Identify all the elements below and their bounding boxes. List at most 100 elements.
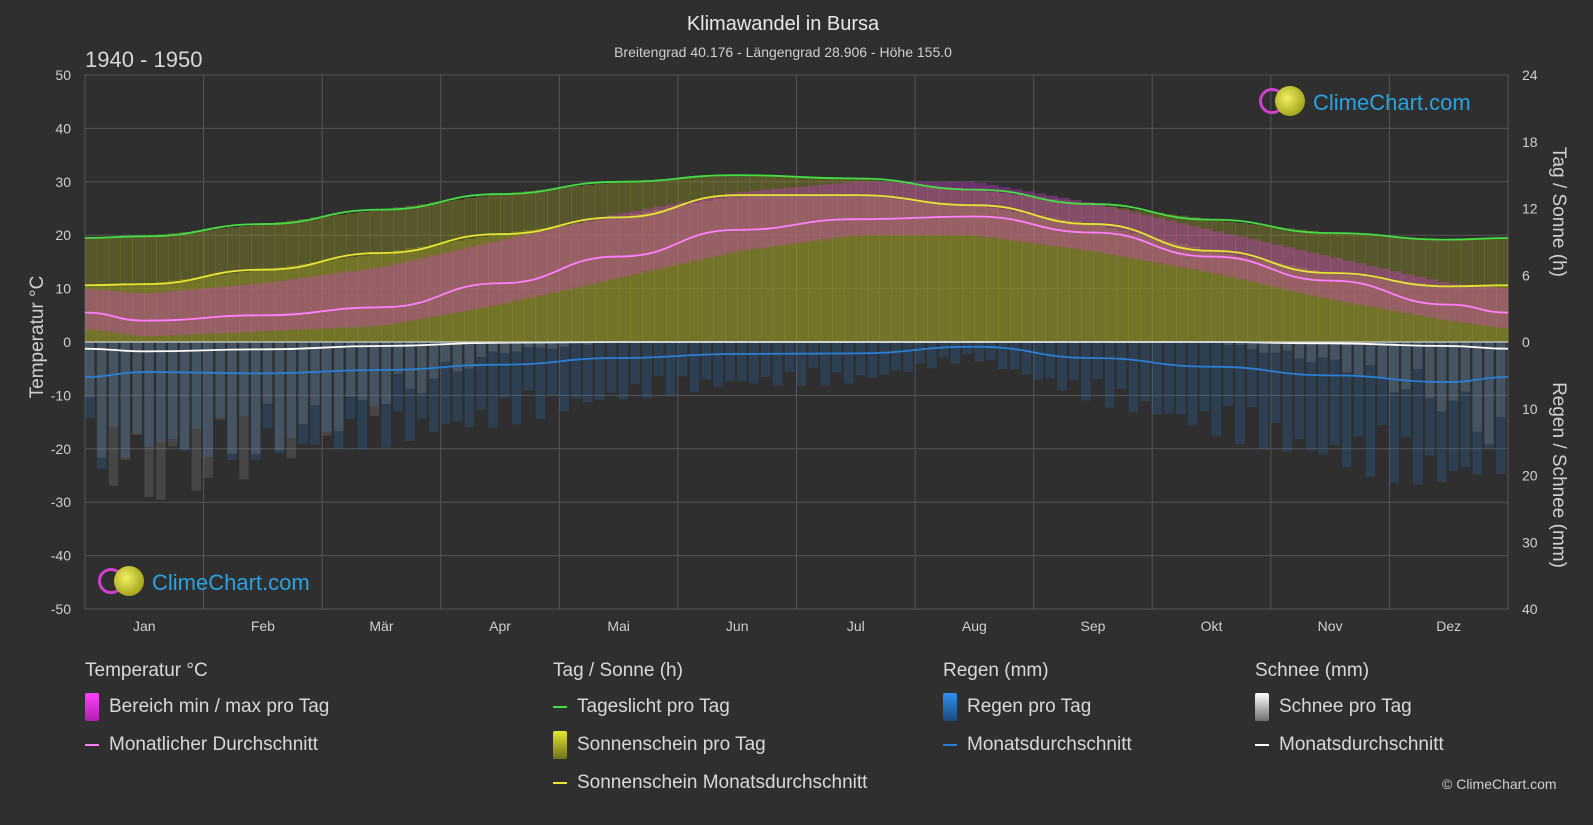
rain-bar: [440, 342, 451, 425]
rain-bar: [1187, 342, 1198, 426]
rain-label: Regen pro Tag: [967, 696, 1092, 717]
temp-range-bar: [820, 184, 833, 240]
rain-bar: [1081, 342, 1091, 401]
sunshine-bar: [1033, 215, 1047, 342]
temp-range-bar: [298, 277, 311, 330]
sunshine-bar: [879, 197, 892, 342]
rain-bar: [168, 342, 178, 439]
temp-range-bar: [488, 241, 501, 306]
temp-avg-swatch: [85, 744, 99, 746]
sunshine-bar: [535, 228, 548, 342]
sunshine-bar: [855, 195, 869, 342]
rain-bar: [559, 342, 569, 412]
rain-bar: [179, 342, 190, 452]
month-label: Mär: [369, 618, 393, 634]
sunshine-avg-label: Sonnenschein Monatsdurchschnitt: [577, 772, 868, 793]
temp-range-bar: [1116, 209, 1130, 257]
sunshine-bar: [1235, 256, 1248, 342]
temp-range-bar: [274, 280, 288, 331]
temp-range-bar: [677, 202, 691, 264]
temp-range-bar: [832, 183, 845, 238]
sunshine-avg-line: [84, 194, 1509, 288]
snow-bar: [583, 342, 593, 345]
temp-range-bar: [760, 189, 774, 248]
sunshine-bar: [120, 284, 133, 342]
sunshine-bar: [618, 216, 631, 342]
rain-bar: [938, 342, 949, 358]
sunshine-bar: [749, 195, 762, 342]
snow-bar: [144, 342, 154, 497]
temp-range-bar: [1389, 271, 1402, 312]
rain-bar: [334, 342, 344, 449]
sunshine-bar: [1247, 258, 1260, 342]
temp-range-bar: [630, 210, 643, 274]
rain-bar: [784, 342, 795, 373]
rain-bar: [381, 342, 391, 448]
snow-bar: [428, 342, 439, 379]
rain-avg-line: [84, 345, 1509, 383]
snow-bar: [156, 342, 166, 500]
temp-range-bar: [1009, 189, 1023, 241]
left-tick-label: 0: [63, 334, 71, 350]
rain-bar: [1330, 342, 1340, 446]
sunshine-bar: [168, 280, 181, 342]
temp-range-label: Bereich min / max pro Tag: [109, 696, 330, 717]
rain-bar: [701, 342, 712, 380]
sunshine-bar: [820, 195, 833, 342]
rain-bar: [511, 342, 522, 425]
temp-range-bar: [322, 274, 335, 329]
temp-range-bar: [369, 268, 382, 327]
temp-range-bar: [1021, 191, 1035, 243]
temp-range-bar: [191, 289, 205, 335]
snow-bar: [1472, 342, 1482, 432]
temp-range-bar: [239, 284, 252, 333]
snow-bar: [464, 342, 474, 369]
sunshine-bar: [725, 196, 738, 342]
temp-range-bar: [654, 206, 667, 269]
sunshine-bar: [1199, 249, 1213, 342]
snow-bar: [274, 342, 285, 451]
temp-range-bar: [583, 220, 596, 285]
temp-range-bar: [286, 279, 299, 330]
right-sun-tick-label: 6: [1522, 267, 1530, 283]
rain-bar: [239, 342, 249, 416]
temp-range-bar: [737, 191, 750, 251]
sunshine-avg-swatch: [553, 782, 567, 784]
legend-sun-title: Tag / Sonne (h): [553, 660, 683, 681]
temp-range-bar: [452, 249, 465, 313]
rain-bar: [1140, 342, 1150, 402]
snow-avg-swatch: [1255, 744, 1269, 746]
right-bottom-axis-label: Regen / Schnee (mm): [1548, 382, 1569, 568]
rain-bar: [108, 342, 119, 427]
temp-range-bar: [144, 293, 157, 337]
sunshine-bar: [784, 195, 797, 342]
snow-bar: [559, 342, 569, 347]
rain-bar: [357, 342, 368, 450]
snow-bar: [1436, 342, 1447, 412]
snow-bar: [85, 342, 95, 398]
brand-logo-top[interactable]: ClimeChart.com: [1257, 86, 1471, 120]
temp-range-bar: [393, 263, 406, 323]
rain-bar: [1460, 342, 1471, 468]
rain-bar: [986, 342, 996, 360]
sunshine-bar: [1045, 217, 1058, 342]
temp-range-bar: [891, 181, 904, 236]
sunshine-bar: [642, 211, 655, 342]
temp-range-bar: [1211, 231, 1224, 274]
temp-range-bar: [535, 231, 548, 296]
temp-range-bar: [1140, 215, 1153, 261]
sunshine-bar: [713, 198, 726, 342]
left-tick-label: 30: [55, 174, 71, 190]
sunshine-bar: [274, 267, 288, 342]
brand-logo-bottom[interactable]: ClimeChart.com: [96, 566, 310, 600]
temp-range-bar: [1258, 241, 1272, 285]
sunshine-bar: [974, 206, 987, 342]
rain-bar: [1306, 342, 1316, 451]
temp-range-bar: [903, 181, 916, 236]
sunshine-bar: [1223, 254, 1236, 342]
temp-range-bar: [926, 181, 940, 236]
rain-bar: [1389, 342, 1399, 483]
sunshine-bar: [654, 209, 667, 342]
temp-range-bar: [1330, 257, 1343, 301]
temp-range-bar: [464, 247, 477, 310]
